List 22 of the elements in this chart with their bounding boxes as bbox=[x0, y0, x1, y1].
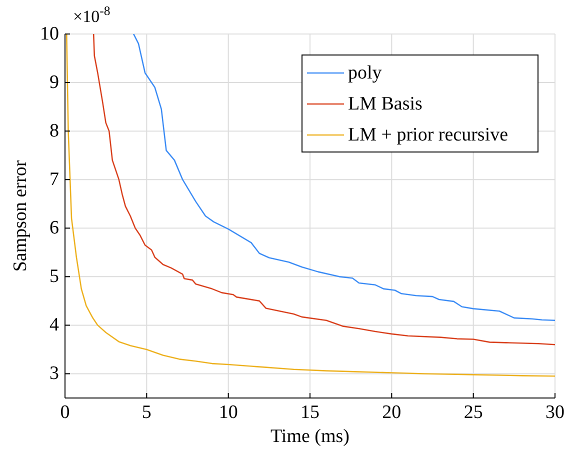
y-tick-label: 9 bbox=[50, 72, 59, 94]
y-tick-label: 5 bbox=[50, 266, 59, 288]
x-tick-label: 5 bbox=[142, 402, 152, 423]
x-tick-label: 20 bbox=[382, 402, 402, 423]
x-tick-label: 0 bbox=[60, 402, 70, 423]
y-tick-label: 6 bbox=[50, 218, 59, 239]
x-axis-title: Time (ms) bbox=[270, 426, 350, 447]
y-tick-label: 10 bbox=[40, 24, 59, 44]
x-tick-label: 15 bbox=[300, 402, 320, 423]
y-tick-label: 7 bbox=[50, 169, 59, 190]
legend-label: LM Basis bbox=[348, 94, 422, 114]
x-tick-label: 30 bbox=[546, 402, 564, 423]
legend-label: LM + prior recursive bbox=[348, 124, 508, 146]
x-tick-label: 10 bbox=[218, 402, 238, 423]
y-tick-label: 8 bbox=[50, 120, 59, 142]
legend-label: poly bbox=[348, 62, 382, 84]
line-series bbox=[132, 34, 555, 321]
y-axis-title: Sampson error bbox=[10, 160, 31, 272]
x-tick-label: 25 bbox=[464, 402, 483, 423]
y-tick-label: 4 bbox=[50, 314, 60, 336]
y-tick-label: 3 bbox=[50, 363, 59, 384]
text: ×10$^{-8}$ bbox=[73, 4, 110, 26]
